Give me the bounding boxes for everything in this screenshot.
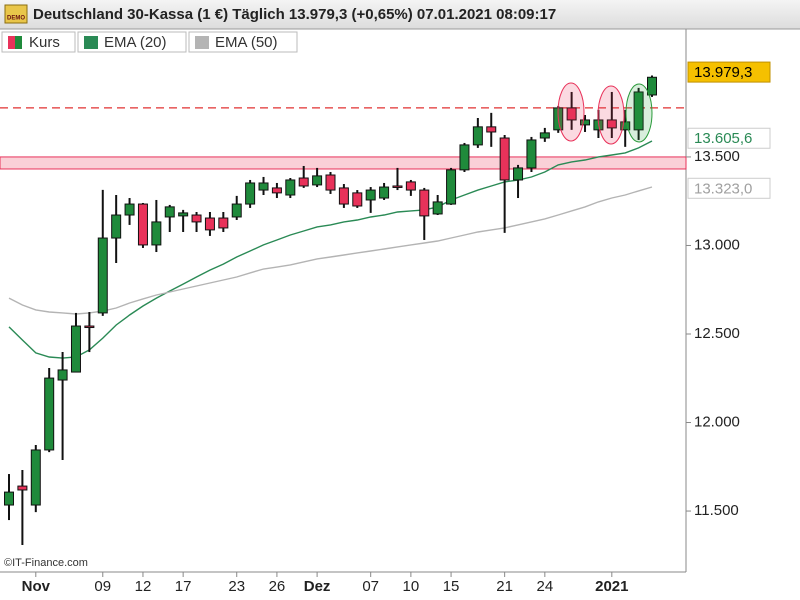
y-tick-label: 13.500 [694, 148, 740, 165]
candle-body [379, 186, 390, 199]
legend-swatch [84, 36, 98, 49]
price-label-box [687, 177, 771, 199]
y-tick-label: 12.000 [694, 413, 740, 430]
candle-body [164, 206, 175, 218]
candle-body [419, 189, 430, 217]
candle-body [70, 325, 81, 373]
legend: Kurs EMA (20) EMA (50) [1, 31, 298, 53]
candle-body [647, 76, 657, 96]
candle-body [258, 182, 269, 191]
candle-body [620, 121, 631, 131]
highlight [625, 83, 653, 143]
x-tick-label: 09 [94, 578, 111, 595]
candle-body [432, 201, 443, 215]
badge-icon [4, 4, 28, 24]
support-zone [0, 156, 687, 170]
candle-body [178, 212, 189, 217]
badge: DEMO [7, 16, 25, 22]
x-tick-label: 12 [135, 578, 152, 595]
legend-swatch [8, 36, 15, 49]
highlight [557, 82, 585, 142]
price-label-box [687, 127, 771, 149]
price-label: 13.605,6 [694, 130, 752, 147]
x-tick-label: 10 [403, 578, 420, 595]
candle-body [472, 126, 483, 146]
x-tick-label: 21 [496, 578, 513, 595]
ema-line [8, 140, 653, 359]
x-tick-label: 17 [175, 578, 192, 595]
candle-body [580, 119, 591, 126]
highlight [597, 85, 625, 145]
legend-swatch [15, 36, 22, 49]
x-tick-label: 07 [362, 578, 379, 595]
legend-label: EMA (20) [104, 34, 167, 51]
ema-line [8, 186, 653, 315]
candle-body [298, 177, 309, 187]
candle-body [513, 167, 524, 181]
candle-body [231, 203, 242, 218]
x-tick-label: 15 [443, 578, 460, 595]
candle-body [446, 169, 457, 205]
candle-body [204, 217, 215, 231]
candle-body [365, 189, 376, 201]
source: ©IT-Finance.com [4, 557, 88, 569]
price-label: 13.979,3 [694, 64, 752, 81]
candle-body [137, 203, 148, 246]
candle-body [271, 187, 282, 194]
candle-body [30, 449, 41, 506]
price-label: 13.323,0 [694, 180, 752, 197]
candle-body [111, 214, 122, 239]
candle-body [84, 325, 95, 329]
candle-body [633, 91, 644, 131]
candle-body [352, 192, 363, 207]
price-label-box [687, 61, 771, 83]
legend-label: Kurs [29, 34, 60, 51]
candle-body [4, 491, 14, 506]
plot [0, 75, 687, 546]
candle-body [151, 221, 162, 246]
legend-label: EMA (50) [215, 34, 278, 51]
candle-body [566, 107, 577, 121]
candle-body [338, 187, 349, 205]
candle-body [312, 175, 323, 186]
candle-body [97, 237, 108, 314]
x-tick-label: Dez [304, 578, 331, 595]
candle-body [499, 137, 510, 181]
candle-body [44, 377, 55, 451]
chart-title: Deutschland 30-Kassa (1 €) Täglich 13.97… [33, 6, 556, 23]
candle-body [459, 144, 470, 171]
candle-body [124, 203, 135, 216]
candle-body [191, 214, 202, 223]
x-tick-label: Nov [22, 578, 51, 595]
title-bar [0, 0, 800, 29]
y-tick-label: 11.500 [694, 502, 739, 519]
x-tick-label: 23 [228, 578, 245, 595]
candle-body [17, 485, 28, 491]
candle-body [57, 369, 68, 381]
candle-body [325, 174, 336, 191]
candle-body [245, 182, 256, 205]
candle-body [405, 181, 416, 191]
y-tick-label: 12.500 [694, 325, 740, 342]
candle-body [486, 126, 497, 133]
legend-swatch [195, 36, 209, 49]
x-tick-label: 2021 [595, 578, 628, 595]
candle-body [539, 132, 550, 139]
candle-body [606, 119, 617, 129]
legend-item[interactable] [77, 31, 187, 53]
candle-body [218, 217, 229, 229]
candle-body [285, 179, 296, 196]
x-tick-label: 26 [269, 578, 286, 595]
candle-body [392, 185, 403, 188]
legend-item[interactable] [188, 31, 298, 53]
y-tick-label: 13.000 [694, 236, 740, 253]
x-tick-label: 24 [536, 578, 553, 595]
candle-body [526, 139, 537, 169]
